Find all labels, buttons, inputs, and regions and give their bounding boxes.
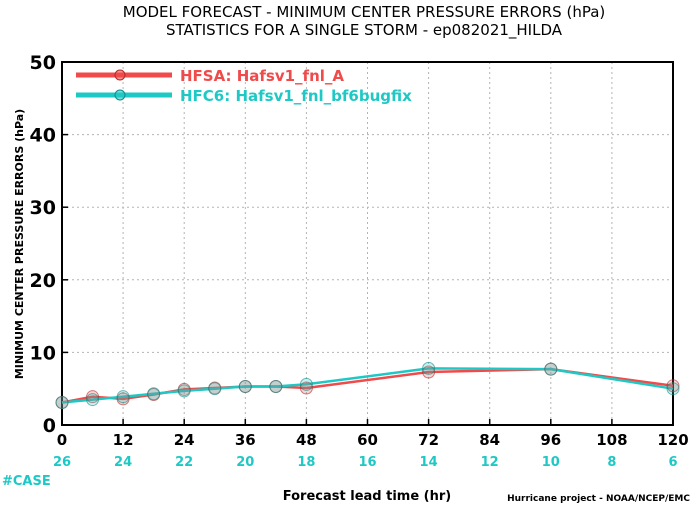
case-count: 10	[542, 455, 560, 470]
case-count: 22	[175, 455, 193, 470]
y-tick-label: 20	[30, 270, 56, 292]
case-count: 24	[114, 455, 132, 470]
data-point	[116, 390, 130, 404]
chart-title: MODEL FORECAST - MINIMUM CENTER PRESSURE…	[123, 3, 606, 40]
x-tick-label: 120	[657, 431, 688, 449]
data-point	[208, 382, 222, 396]
series-lines	[55, 361, 680, 409]
case-count: 6	[668, 455, 677, 470]
x-tick-label: 96	[540, 431, 561, 449]
y-tick-label: 10	[30, 342, 56, 364]
x-axis-label: Forecast lead time (hr)	[283, 489, 451, 504]
case-label: #CASE	[2, 474, 51, 489]
case-count: 16	[358, 455, 376, 470]
x-tick-label: 108	[596, 431, 627, 449]
legend-label-hfsa: HFSA: Hafsv1_fnl_A	[180, 67, 344, 85]
data-point	[666, 382, 680, 396]
data-point	[299, 377, 313, 391]
y-tick-label: 30	[30, 197, 56, 219]
data-point	[86, 393, 100, 407]
x-tick-label: 0	[57, 431, 67, 449]
x-axis-ticks: 0 12 24 36 48 60 72 84 96 108 120	[57, 419, 689, 449]
case-count: 8	[607, 455, 616, 470]
x-tick-label: 84	[479, 431, 500, 449]
case-counts: 26 24 22 20 18 16 14 12 10 8 6	[53, 455, 678, 470]
x-tick-label: 24	[174, 431, 195, 449]
title-line-1: MODEL FORECAST - MINIMUM CENTER PRESSURE…	[123, 3, 606, 21]
data-point	[55, 395, 69, 409]
y-tick-label: 40	[30, 125, 56, 147]
data-point	[177, 384, 191, 398]
y-tick-label: 0	[43, 415, 56, 437]
data-point	[86, 390, 100, 404]
footer-credit: Hurricane project - NOAA/NCEP/EMC	[507, 494, 690, 504]
data-point	[422, 365, 436, 379]
data-point	[544, 362, 558, 376]
grid	[62, 62, 673, 425]
x-tick-label: 72	[418, 431, 439, 449]
data-point	[422, 361, 436, 375]
y-axis-ticks: 0 10 20 30 40 50	[30, 52, 68, 437]
legend-label-hfc6: HFC6: Hafsv1_fnl_bf6bugfix	[180, 87, 412, 105]
case-count: 18	[297, 455, 315, 470]
legend-marker-hfc6	[114, 89, 126, 101]
case-count: 20	[236, 455, 254, 470]
legend: HFSA: Hafsv1_fnl_A HFC6: Hafsv1_fnl_bf6b…	[76, 67, 412, 105]
legend-marker-hfsa	[114, 69, 126, 81]
data-point	[299, 381, 313, 395]
data-point	[269, 380, 283, 394]
case-count: 26	[53, 455, 71, 470]
case-count: 14	[420, 455, 438, 470]
y-axis-label: MINIMUM CENTER PRESSURE ERRORS (hPa)	[13, 109, 26, 379]
data-point	[666, 379, 680, 393]
series-line-1	[61, 367, 674, 404]
x-tick-label: 60	[357, 431, 378, 449]
data-point	[147, 387, 161, 401]
y-tick-label: 50	[30, 52, 56, 74]
case-count: 12	[481, 455, 499, 470]
x-tick-label: 48	[296, 431, 317, 449]
x-tick-label: 36	[235, 431, 256, 449]
data-point	[238, 380, 252, 394]
title-line-2: STATISTICS FOR A SINGLE STORM - ep082021…	[166, 21, 563, 40]
x-tick-label: 12	[113, 431, 134, 449]
